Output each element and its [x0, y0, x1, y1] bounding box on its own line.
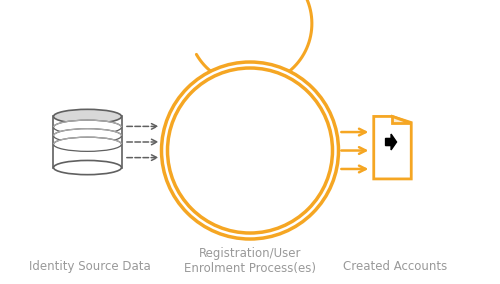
Ellipse shape	[162, 62, 338, 239]
Ellipse shape	[54, 137, 122, 151]
Text: Registration/User
Enrolment Process(es): Registration/User Enrolment Process(es)	[184, 247, 316, 275]
Ellipse shape	[54, 120, 122, 134]
Polygon shape	[392, 116, 411, 123]
Ellipse shape	[54, 129, 122, 143]
Polygon shape	[54, 116, 122, 168]
Text: Identity Source Data: Identity Source Data	[29, 260, 151, 273]
Polygon shape	[374, 116, 411, 179]
Polygon shape	[386, 134, 396, 150]
Ellipse shape	[168, 68, 332, 233]
Ellipse shape	[54, 160, 122, 175]
Ellipse shape	[54, 109, 122, 124]
Text: Created Accounts: Created Accounts	[343, 260, 447, 273]
